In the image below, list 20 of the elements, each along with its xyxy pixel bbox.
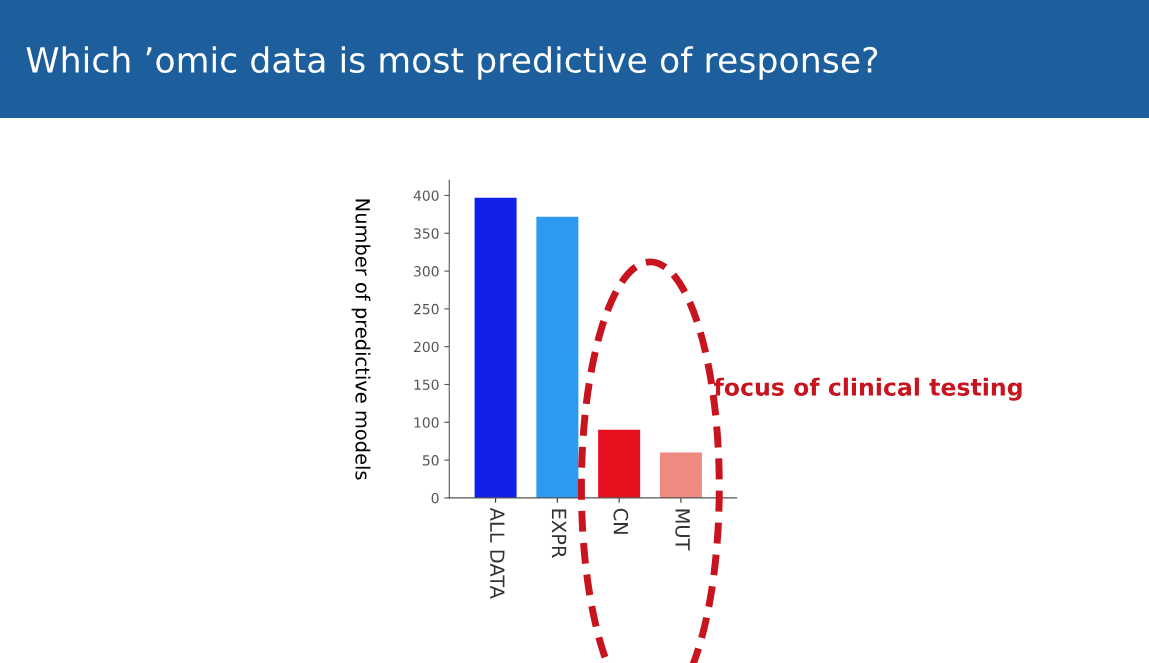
y-tick-label: 250: [414, 303, 439, 315]
y-tick-label: 0: [431, 492, 439, 504]
x-tick-label: MUT: [675, 509, 690, 551]
y-tick-label: 350: [414, 228, 439, 239]
bar: [474, 197, 517, 498]
bar: [659, 452, 702, 498]
bar: [598, 429, 641, 498]
y-tick-label: 100: [414, 417, 439, 428]
y-tick-label: 50: [422, 455, 439, 466]
annotation: focus of clinical testing: [713, 377, 1022, 401]
y-tick-label: 300: [414, 266, 439, 277]
x-tick-label: EXPR: [552, 509, 567, 558]
x-tick-label: ALL DATA: [490, 507, 505, 599]
chart-title: Which ’omic data is most predictive of response?: [26, 46, 878, 80]
y-tick-label: 400: [413, 190, 439, 201]
y-tick-label: 150: [414, 379, 439, 390]
y-axis-title: Number of predictive models: [351, 199, 371, 480]
x-tick-label: CN: [613, 508, 629, 534]
y-tick-label: 200: [414, 341, 439, 353]
bar: [536, 216, 579, 498]
